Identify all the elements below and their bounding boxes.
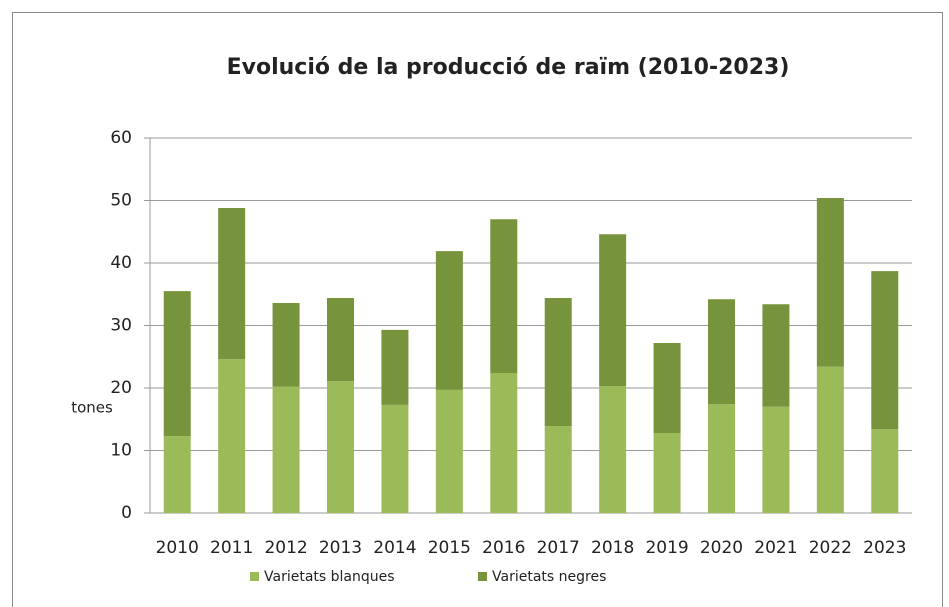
bar-segment [708,299,735,405]
bar-segment [381,404,409,513]
y-tick-label: 10 [110,441,132,461]
chart-title: Evolució de la producció de raïm (2010-2… [227,55,790,80]
bar-segment [762,406,790,513]
y-tick-label: 60 [110,128,132,148]
bar-segment [272,386,300,513]
x-tick-label: 2018 [591,538,634,558]
bar-segment [163,291,191,437]
x-tick-label: 2021 [754,538,797,558]
bar-segment [381,329,409,405]
bar-segment [871,271,899,430]
bar-segment [490,219,518,373]
bar-segment [327,298,354,382]
bar-segment [599,386,627,513]
bar-segment [544,298,572,427]
bar-segment [871,429,899,513]
legend-label: Varietats negres [492,569,606,585]
x-tick-label: 2013 [319,538,362,558]
bar-segment [653,433,681,513]
y-axis-label: tones [71,399,113,417]
x-tick-label: 2012 [264,538,307,558]
x-tick-label: 2010 [156,538,199,558]
x-tick-label: 2019 [645,538,688,558]
bar-segment [544,426,572,513]
bar-segment [435,251,463,390]
x-tick-label: 2020 [700,538,743,558]
y-tick-label: 30 [110,316,132,336]
x-tick-label: 2017 [537,538,580,558]
x-tick-label: 2016 [482,538,525,558]
x-tick-label: 2014 [373,538,416,558]
bar-segment [435,389,463,513]
bar-segment [653,343,681,433]
bar-segment [816,198,844,367]
bar-segment [163,436,191,513]
bar-segment [218,208,246,360]
y-tick-label: 20 [110,378,132,398]
x-tick-label: 2022 [809,538,852,558]
y-tick-label: 50 [110,191,132,211]
legend-swatch [250,572,259,581]
bar-segment [708,404,735,513]
chart-border [12,12,943,607]
bar-segment [218,359,246,513]
legend-swatch [478,572,487,581]
x-tick-label: 2023 [863,538,906,558]
bar-segment [327,381,354,513]
bar-segment [762,304,790,407]
x-tick-label: 2015 [428,538,471,558]
bar-segment [599,234,627,387]
y-tick-label: 40 [110,253,132,273]
bar-segment [272,303,300,387]
bar-segment [816,366,844,513]
y-tick-label: 0 [121,503,132,523]
legend-label: Varietats blanques [264,569,395,585]
x-tick-label: 2011 [210,538,253,558]
bar-segment [490,373,518,513]
